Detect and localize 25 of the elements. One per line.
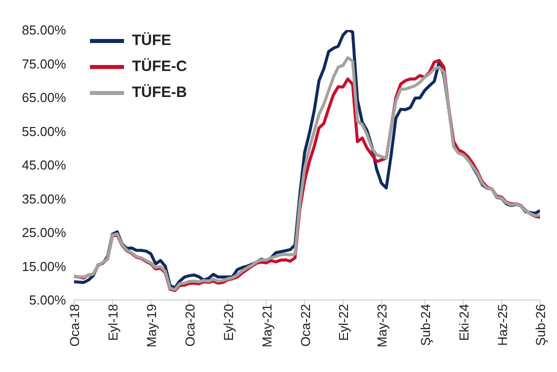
y-tick-label: 35.00% xyxy=(22,191,66,206)
x-tick-label: Oca-20 xyxy=(182,304,198,347)
y-tick-label: 5.00% xyxy=(29,292,66,308)
y-tick-label: 65.00% xyxy=(22,90,66,106)
legend-label: TÜFE-C xyxy=(132,57,187,77)
legend-label: TÜFE xyxy=(132,31,172,51)
y-tick-label: 85.00% xyxy=(22,22,66,38)
x-tick-label: Oca-22 xyxy=(298,304,313,347)
x-tick-label: Haz-25 xyxy=(494,304,510,346)
x-tick-label: May-23 xyxy=(374,304,390,348)
x-tick-label: May-19 xyxy=(144,304,160,348)
y-tick-label: 45.00% xyxy=(22,158,66,173)
x-tick-label: Eyl-22 xyxy=(336,304,352,341)
x-tick-label: Şub-26 xyxy=(533,304,548,346)
y-tick-label: 55.00% xyxy=(22,124,66,139)
x-tick-label: Eyl-20 xyxy=(220,304,236,341)
x-tick-label: May-21 xyxy=(259,304,274,348)
x-tick-label: Şub-24 xyxy=(418,304,433,346)
y-tick-label: 75.00% xyxy=(22,56,66,72)
x-tick-label: Oca-18 xyxy=(67,304,82,347)
x-tick-label: Eyl-18 xyxy=(106,304,121,341)
y-tick-label: 15.00% xyxy=(22,258,66,274)
x-tick-label: Eki-24 xyxy=(456,304,472,341)
y-tick-label: 25.00% xyxy=(22,225,66,240)
legend-label: TÜFE-B xyxy=(132,83,187,103)
